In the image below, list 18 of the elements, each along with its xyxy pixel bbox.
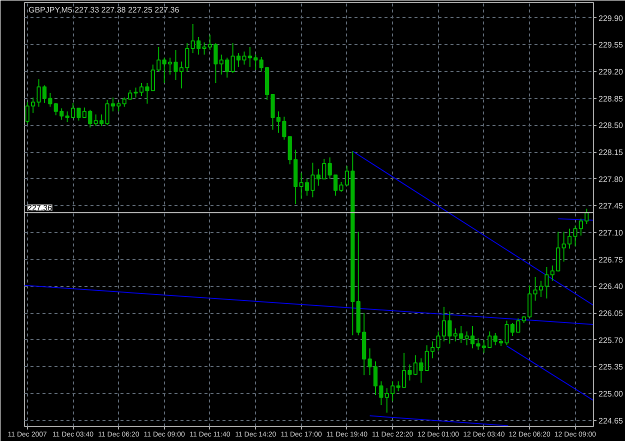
y-tick-label: 225.70 — [598, 336, 624, 345]
y-tick-label: 229.90 — [598, 14, 624, 23]
y-tick-label: 228.15 — [598, 148, 624, 158]
y-tick-label: 228.85 — [598, 94, 624, 104]
y-tick-label: 226.40 — [598, 282, 624, 292]
y-tick-label: 229.55 — [598, 40, 624, 50]
y-tick-label: 224.65 — [598, 416, 624, 426]
y-tick-label: 226.05 — [598, 309, 624, 318]
y-tick-label: 225.35 — [598, 362, 624, 372]
y-tick-label: 228.50 — [598, 121, 624, 130]
ref-line-label: 227.36 — [28, 204, 53, 213]
y-tick-label: 225.00 — [598, 390, 624, 399]
y-tick-label: 229.20 — [598, 68, 624, 77]
y-tick-label: 227.45 — [598, 202, 624, 211]
chart-title: GBPJPY,M5 227.33 227.38 227.25 227.36 — [28, 6, 180, 14]
y-tick-label: 227.10 — [598, 228, 624, 238]
y-tick-label: 227.80 — [598, 174, 624, 184]
y-tick-label: 226.75 — [598, 255, 624, 264]
